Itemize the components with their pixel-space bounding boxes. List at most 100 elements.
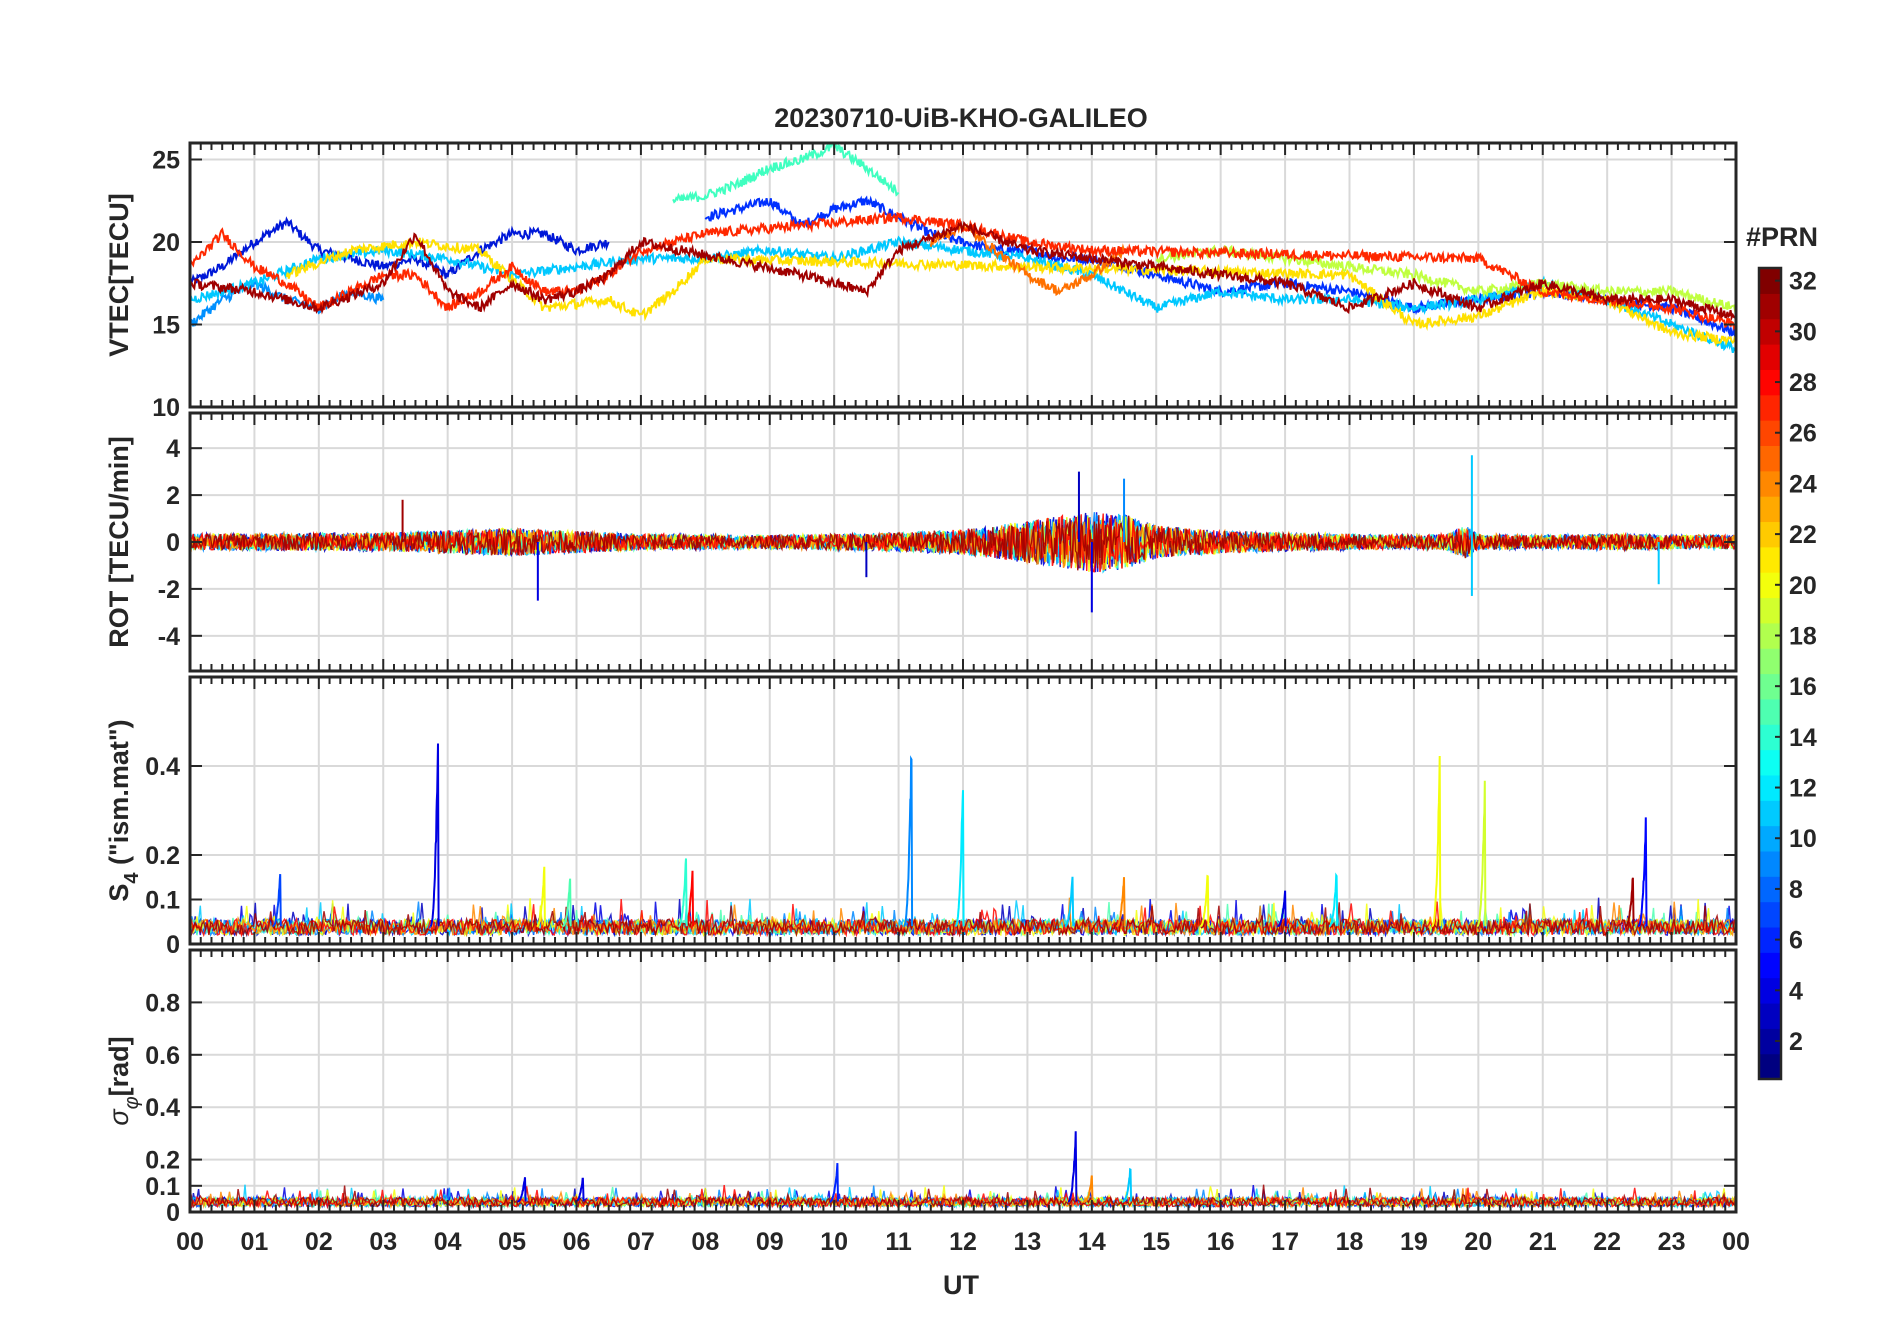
chart-title: 20230710-UiB-KHO-GALILEO xyxy=(774,103,1148,133)
colorbar-segment xyxy=(1759,268,1781,294)
colorbar-segment xyxy=(1759,673,1781,700)
x-tick-label: 23 xyxy=(1658,1228,1686,1256)
colorbar-segment xyxy=(1759,977,1781,1004)
s4-peak xyxy=(1328,872,1339,928)
colorbar-tick-label: 16 xyxy=(1789,673,1817,701)
y-tick-label: 15 xyxy=(152,312,180,340)
x-tick-label: 12 xyxy=(949,1228,977,1256)
colorbar-segment xyxy=(1759,496,1781,523)
x-tick-label: 19 xyxy=(1400,1228,1428,1256)
y-axis-label-s4: S4 ("ism.mat") xyxy=(104,719,143,901)
vtec-series-prn-3 xyxy=(190,216,610,288)
x-tick-label: 13 xyxy=(1014,1228,1042,1256)
y-axis-rot: -4 -2 0 2 4 xyxy=(158,435,1736,651)
colorbar-segment xyxy=(1759,648,1781,675)
s4-peak xyxy=(1476,780,1487,928)
x-tick-label: 01 xyxy=(241,1228,269,1256)
sigma-phi-peak xyxy=(829,1163,839,1203)
y-tick-label: 0 xyxy=(166,931,180,959)
s4-peak xyxy=(954,790,965,928)
s4-peak xyxy=(562,878,572,928)
colorbar-tick-label: 24 xyxy=(1789,470,1817,498)
vtec-series-prn-14 xyxy=(672,143,900,204)
y-tick-label: 20 xyxy=(152,229,180,257)
x-tick-label: 18 xyxy=(1336,1228,1364,1256)
colorbar-segment xyxy=(1759,394,1781,421)
colorbar-frame xyxy=(1757,266,1783,1081)
s4-peak xyxy=(1116,877,1126,928)
y-axis-sigma-phi: 00.10.2 0.4 0.6 0.8 xyxy=(145,989,1736,1227)
y-tick-label: 0.4 xyxy=(145,753,180,781)
sigma-phi-peak xyxy=(1122,1167,1133,1203)
x-axis-label: UT xyxy=(943,1270,979,1300)
s4-peak xyxy=(1431,755,1442,928)
colorbar-tick-label: 2 xyxy=(1789,1028,1803,1056)
s4-peak xyxy=(1625,877,1635,928)
y-tick-label: 4 xyxy=(166,435,180,463)
y-tick-label: 2 xyxy=(166,482,180,510)
s4-series-prn-31 xyxy=(190,902,1736,938)
panel-s4: 0 0.1 0.2 0.4S4 ("ism.mat") xyxy=(104,675,1738,959)
y-axis-vtec: 10 15 20 25 xyxy=(152,147,1736,422)
colorbar-segment xyxy=(1759,825,1781,852)
colorbar-segment xyxy=(1759,774,1781,801)
colorbar-segment xyxy=(1759,926,1781,953)
grid-s4 xyxy=(189,677,1737,945)
s4-peak xyxy=(1277,890,1287,928)
colorbar-segment xyxy=(1759,445,1781,472)
x-tick-label: 11 xyxy=(885,1228,912,1256)
x-tick-label: 14 xyxy=(1078,1228,1106,1256)
x-tick-label: 05 xyxy=(498,1228,526,1256)
s4-peak xyxy=(536,866,546,928)
sigma-phi-peak xyxy=(1084,1175,1094,1203)
colorbar-tick-label: 6 xyxy=(1789,927,1803,955)
sigma-phi-peak xyxy=(1067,1131,1078,1203)
y-tick-label: 0.6 xyxy=(145,1042,180,1070)
colorbar-segment xyxy=(1759,1053,1781,1080)
colorbar-tick-label: 30 xyxy=(1789,318,1817,346)
s4-peak xyxy=(678,858,688,928)
s4-peak xyxy=(429,743,440,928)
y-axis-label-rot: ROT [TECU/min] xyxy=(104,436,134,647)
x-tick-label: 08 xyxy=(691,1228,719,1256)
sigma-phi-peak xyxy=(517,1177,527,1203)
x-ticks-rot xyxy=(189,413,1737,671)
x-tick-label: 00 xyxy=(176,1228,204,1256)
y-tick-label: -2 xyxy=(158,576,180,604)
colorbar-segment xyxy=(1759,293,1781,320)
y-tick-label: 0 xyxy=(166,1199,180,1227)
x-tick-label: 04 xyxy=(434,1228,462,1256)
x-tick-label: 22 xyxy=(1593,1228,1621,1256)
data-vtec xyxy=(190,143,1736,354)
colorbar-tick-label: 14 xyxy=(1789,724,1817,752)
x-tick-label: 17 xyxy=(1271,1228,1299,1256)
data-rot xyxy=(190,455,1736,613)
colorbar-tick-label: 18 xyxy=(1789,622,1817,650)
x-ticks-vtec xyxy=(189,143,1737,407)
y-tick-label: 0.4 xyxy=(145,1094,180,1122)
s4-peak xyxy=(1199,874,1210,928)
colorbar-segment xyxy=(1759,1028,1781,1055)
x-ticks-sigma-phi xyxy=(189,950,1737,1212)
colorbar-segment xyxy=(1759,850,1781,877)
rot-series-prn-31 xyxy=(190,515,1736,571)
x-tick-label: 06 xyxy=(563,1228,591,1256)
x-tick-label: 09 xyxy=(756,1228,784,1256)
y-tick-label: -4 xyxy=(158,623,180,651)
y-axis-s4: 0 0.1 0.2 0.4 xyxy=(145,753,1736,959)
y-tick-label: 0.2 xyxy=(145,842,180,870)
x-tick-label: 02 xyxy=(305,1228,333,1256)
x-tick-label: 07 xyxy=(627,1228,655,1256)
y-tick-label: 0.1 xyxy=(145,887,180,915)
colorbar-tick-label: 26 xyxy=(1789,420,1817,448)
colorbar-segment xyxy=(1759,800,1781,827)
x-tick-label: 03 xyxy=(369,1228,397,1256)
x-tick-label: 10 xyxy=(820,1228,848,1256)
s4-peak xyxy=(1064,876,1075,928)
rot-series-prn-28 xyxy=(190,513,1736,573)
y-tick-label: 0.8 xyxy=(145,989,180,1017)
colorbar-segment xyxy=(1759,318,1781,345)
colorbar-tick-label: 20 xyxy=(1789,572,1817,600)
